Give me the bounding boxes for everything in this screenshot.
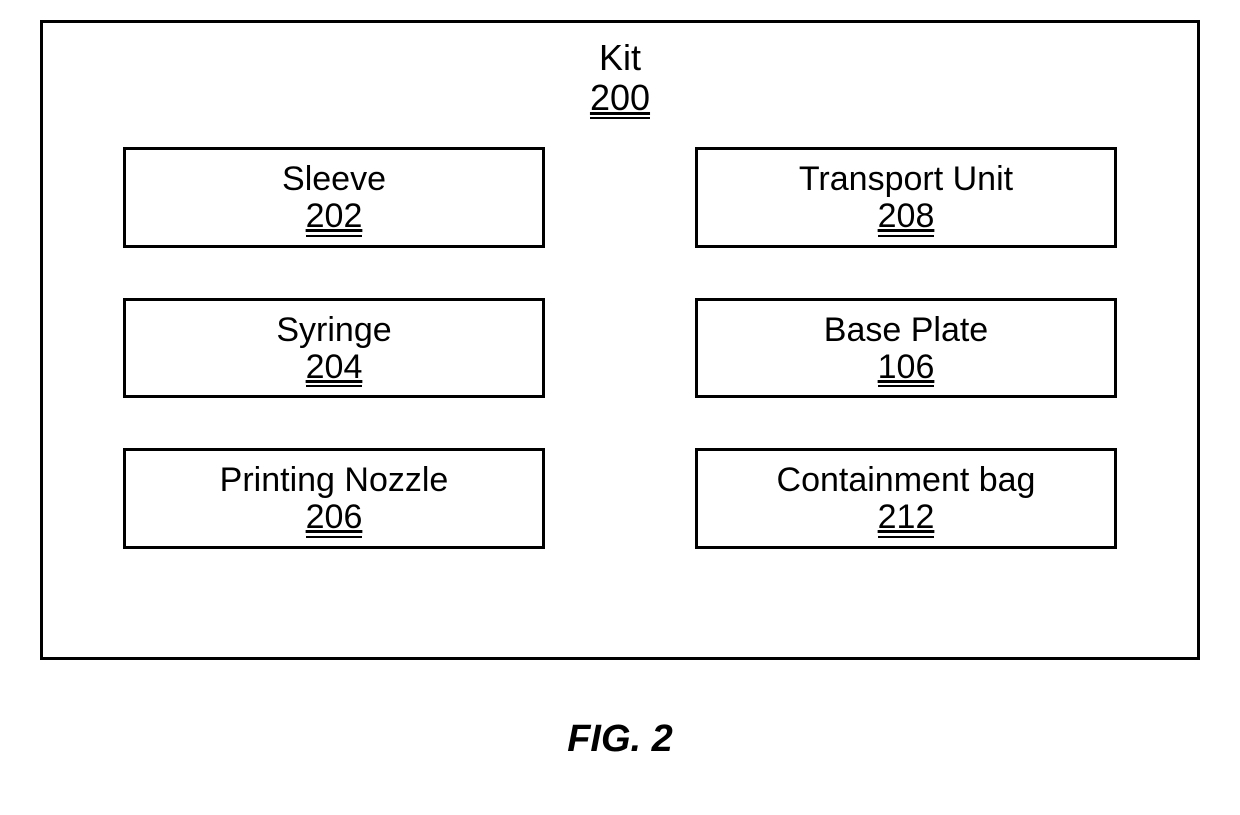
- component-base-plate: Base Plate 106: [695, 298, 1117, 399]
- component-reference-number: 106: [878, 350, 935, 388]
- component-title: Base Plate: [706, 311, 1106, 350]
- component-title: Printing Nozzle: [134, 461, 534, 500]
- component-reference-number: 208: [878, 199, 935, 237]
- component-reference-number: 204: [306, 350, 363, 388]
- component-reference-number: 202: [306, 199, 363, 237]
- component-title: Syringe: [134, 311, 534, 350]
- component-printing-nozzle: Printing Nozzle 206: [123, 448, 545, 549]
- kit-reference-number: 200: [590, 79, 650, 119]
- component-sleeve: Sleeve 202: [123, 147, 545, 248]
- component-syringe: Syringe 204: [123, 298, 545, 399]
- component-reference-number: 206: [306, 500, 363, 538]
- kit-container: Kit 200 Sleeve 202 Transport Unit 208 Sy…: [40, 20, 1200, 660]
- component-title: Containment bag: [706, 461, 1106, 500]
- components-grid: Sleeve 202 Transport Unit 208 Syringe 20…: [83, 147, 1157, 549]
- figure-caption: FIG. 2: [567, 718, 673, 761]
- component-transport-unit: Transport Unit 208: [695, 147, 1117, 248]
- kit-header: Kit 200: [590, 37, 650, 119]
- component-containment-bag: Containment bag 212: [695, 448, 1117, 549]
- component-title: Transport Unit: [706, 160, 1106, 199]
- component-title: Sleeve: [134, 160, 534, 199]
- component-reference-number: 212: [878, 500, 935, 538]
- kit-title: Kit: [590, 37, 650, 79]
